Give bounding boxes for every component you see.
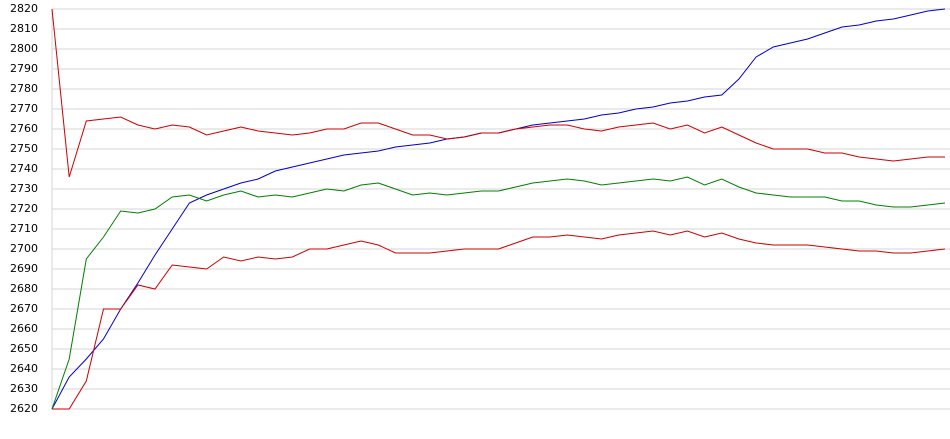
y-tick-label: 2620: [10, 402, 38, 415]
y-tick-label: 2650: [10, 342, 38, 355]
y-tick-label: 2730: [10, 182, 38, 195]
y-tick-label: 2780: [10, 82, 38, 95]
y-tick-label: 2810: [10, 22, 38, 35]
y-tick-label: 2770: [10, 102, 38, 115]
y-tick-label: 2700: [10, 242, 38, 255]
y-tick-label: 2630: [10, 382, 38, 395]
y-tick-label: 2720: [10, 202, 38, 215]
y-tick-label: 2750: [10, 142, 38, 155]
series-line: [51, 176, 946, 410]
y-tick-label: 2690: [10, 262, 38, 275]
series-line: [51, 8, 945, 178]
y-tick-label: 2800: [10, 42, 38, 55]
y-tick-label: 2790: [10, 62, 38, 75]
y-tick-label: 2820: [10, 2, 38, 15]
y-tick-label: 2660: [10, 322, 38, 335]
y-tick-label: 2740: [10, 162, 38, 175]
y-tick-label: 2760: [10, 122, 38, 135]
y-tick-label: 2680: [10, 282, 38, 295]
y-tick-label: 2710: [10, 222, 38, 235]
y-tick-label: 2640: [10, 362, 38, 375]
y-tick-label: 2670: [10, 302, 38, 315]
series-line: [52, 230, 946, 410]
